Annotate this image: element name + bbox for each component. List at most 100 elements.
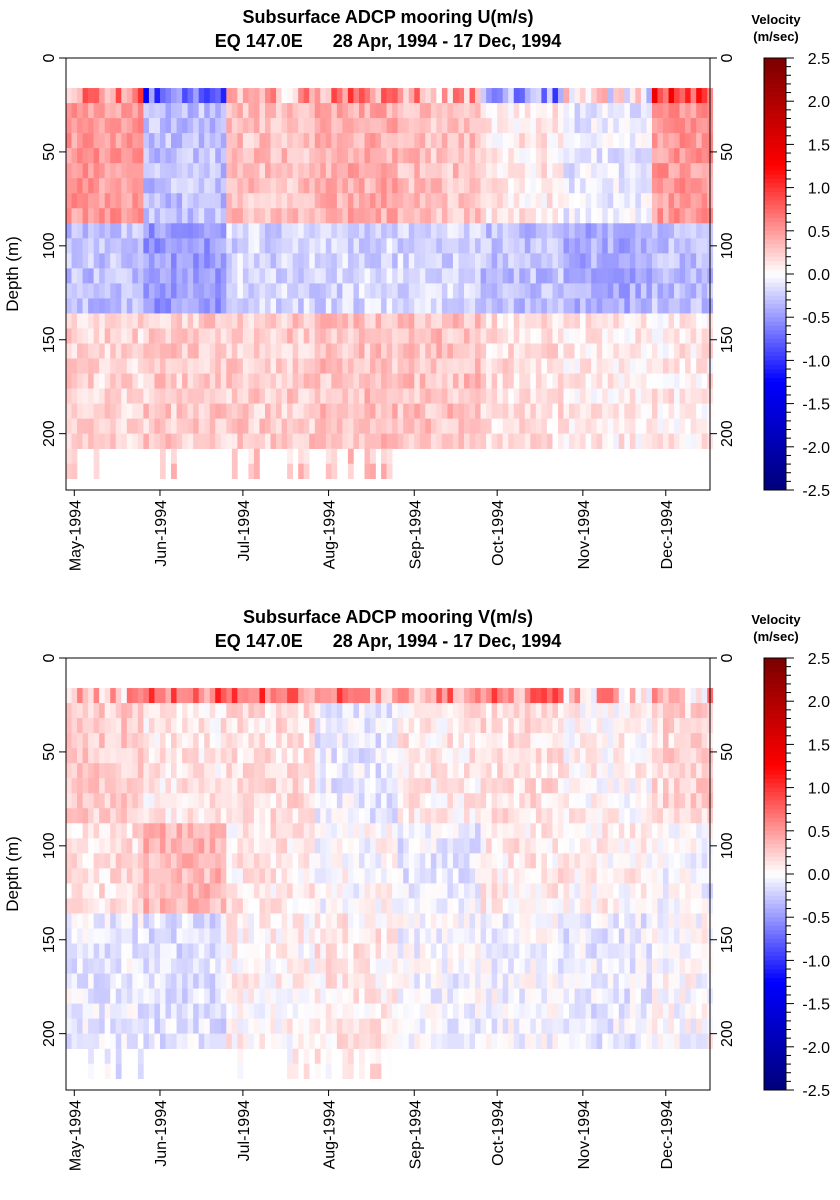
heatmap-cell xyxy=(292,943,299,959)
colorbar-segment xyxy=(764,351,786,357)
heatmap-cell xyxy=(198,883,205,899)
heatmap-cell xyxy=(325,943,332,959)
heatmap-cell xyxy=(381,973,387,989)
heatmap-cell xyxy=(436,898,443,914)
heatmap-cell xyxy=(204,688,211,704)
heatmap-cell xyxy=(309,808,316,824)
heatmap-cell xyxy=(370,178,376,194)
heatmap-cell xyxy=(441,718,448,734)
heatmap-cell xyxy=(137,853,144,869)
heatmap-cell xyxy=(679,373,686,389)
heatmap-cell xyxy=(193,973,199,989)
heatmap-cell xyxy=(209,1033,216,1049)
heatmap-cell xyxy=(248,793,255,809)
heatmap-cell xyxy=(259,943,266,959)
heatmap-cell xyxy=(66,328,72,344)
heatmap-cell xyxy=(171,193,177,209)
heatmap-cell xyxy=(66,928,72,944)
heatmap-cell xyxy=(88,733,94,749)
heatmap-cell xyxy=(325,418,332,434)
heatmap-cell xyxy=(82,748,89,764)
heatmap-cell xyxy=(325,373,332,389)
heatmap-cell xyxy=(309,1033,316,1049)
heatmap-cell xyxy=(469,298,476,314)
heatmap-cell xyxy=(303,733,310,749)
heatmap-cell xyxy=(414,268,421,284)
heatmap-cell xyxy=(403,913,410,929)
heatmap-cell xyxy=(436,973,443,989)
heatmap-cell xyxy=(635,88,642,104)
colorbar-segment xyxy=(764,459,786,465)
heatmap-cell xyxy=(182,988,188,1004)
heatmap-cell xyxy=(513,268,520,284)
heatmap-cell xyxy=(375,178,382,194)
heatmap-cell xyxy=(237,103,244,119)
heatmap-cell xyxy=(226,958,233,974)
heatmap-cell xyxy=(613,253,620,269)
heatmap-cell xyxy=(375,1048,382,1065)
heatmap-cell xyxy=(447,193,454,209)
colorbar-segment xyxy=(764,485,786,491)
heatmap-cell xyxy=(464,823,470,839)
heatmap-cell xyxy=(287,928,293,944)
heatmap-cell xyxy=(336,178,343,194)
heatmap-cell xyxy=(569,433,575,449)
heatmap-cell xyxy=(414,328,421,344)
heatmap-cell xyxy=(104,1033,111,1049)
heatmap-cell xyxy=(386,403,393,419)
heatmap-cell xyxy=(154,928,161,944)
heatmap-cell xyxy=(563,328,570,344)
heatmap-cell xyxy=(425,973,432,989)
heatmap-cell xyxy=(248,463,255,480)
heatmap-cell xyxy=(452,928,459,944)
heatmap-cell xyxy=(618,283,625,299)
heatmap-cell xyxy=(187,88,194,104)
heatmap-cell xyxy=(497,328,504,344)
heatmap-cell xyxy=(325,148,332,164)
heatmap-cell xyxy=(679,88,686,104)
heatmap-cell xyxy=(646,133,653,149)
colorbar-segment xyxy=(764,148,786,154)
heatmap-cell xyxy=(132,433,139,449)
heatmap-cell xyxy=(303,1003,310,1019)
heatmap-cell xyxy=(148,703,155,719)
heatmap-cell xyxy=(353,283,360,299)
heatmap-cell xyxy=(381,223,387,239)
heatmap-cell xyxy=(237,988,244,1004)
heatmap-cell xyxy=(143,733,150,749)
heatmap-cell xyxy=(137,313,144,329)
heatmap-cell xyxy=(314,403,321,419)
heatmap-cell xyxy=(132,838,139,854)
heatmap-cell xyxy=(530,328,537,344)
heatmap-cell xyxy=(447,268,454,284)
heatmap-cell xyxy=(436,403,443,419)
heatmap-cell xyxy=(303,883,310,899)
heatmap-cell xyxy=(674,238,680,254)
heatmap-cell xyxy=(154,133,161,149)
heatmap-cell xyxy=(331,403,338,419)
heatmap-cell xyxy=(248,433,255,449)
heatmap-cell xyxy=(82,1003,89,1019)
heatmap-cell xyxy=(88,1063,94,1080)
heatmap-cell xyxy=(557,193,564,209)
heatmap-cell xyxy=(651,268,658,284)
heatmap-cell xyxy=(519,403,526,419)
heatmap-cell xyxy=(475,928,481,944)
chart-title: Subsurface ADCP mooring V(m/s) xyxy=(242,607,534,627)
heatmap-cell xyxy=(137,298,144,314)
heatmap-cell xyxy=(126,718,133,734)
heatmap-cell xyxy=(77,403,83,419)
heatmap-cell xyxy=(358,718,365,734)
heatmap-cell xyxy=(77,778,83,794)
heatmap-cell xyxy=(314,928,321,944)
heatmap-cell xyxy=(198,373,205,389)
heatmap-cell xyxy=(121,163,128,179)
heatmap-cell xyxy=(204,178,211,194)
heatmap-cell xyxy=(187,433,194,449)
heatmap-cell xyxy=(557,418,564,434)
heatmap-cell xyxy=(104,733,111,749)
heatmap-cell xyxy=(690,388,697,404)
heatmap-cell xyxy=(287,883,293,899)
heatmap-cell xyxy=(458,103,465,119)
heatmap-cell xyxy=(204,238,211,254)
